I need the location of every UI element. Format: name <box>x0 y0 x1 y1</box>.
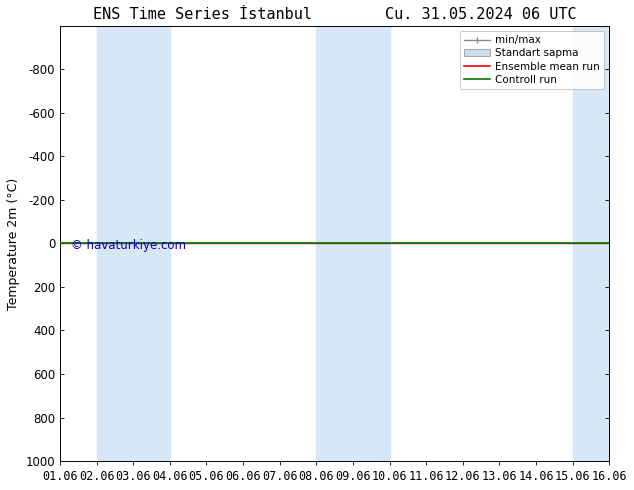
Y-axis label: Temperature 2m (°C): Temperature 2m (°C) <box>7 177 20 310</box>
Legend: min/max, Standart sapma, Ensemble mean run, Controll run: min/max, Standart sapma, Ensemble mean r… <box>460 31 604 89</box>
Text: © havaturkiye.com: © havaturkiye.com <box>71 239 186 252</box>
Title: ENS Time Series İstanbul        Cu. 31.05.2024 06 UTC: ENS Time Series İstanbul Cu. 31.05.2024 … <box>93 7 576 22</box>
Bar <box>96 26 170 461</box>
Bar <box>573 26 634 461</box>
Bar <box>316 26 389 461</box>
